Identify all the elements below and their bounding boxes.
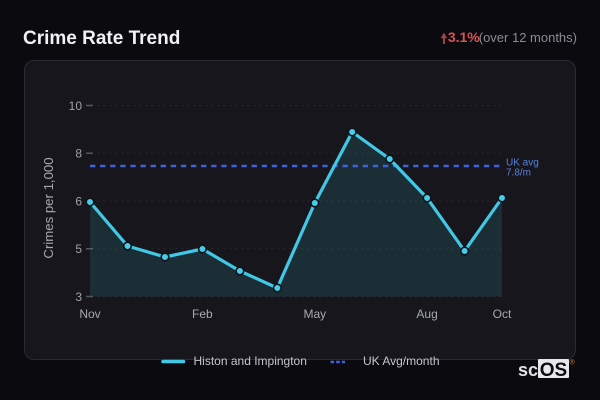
svg-text:3: 3 xyxy=(75,290,82,304)
svg-text:Crimes per 1,000: Crimes per 1,000 xyxy=(41,157,56,258)
svg-text:Oct: Oct xyxy=(493,307,512,321)
svg-text:Aug: Aug xyxy=(416,307,437,321)
svg-text:8: 8 xyxy=(75,147,82,161)
svg-text:6: 6 xyxy=(75,195,82,209)
svg-text:Nov: Nov xyxy=(79,307,100,321)
svg-text:®: ® xyxy=(570,359,576,367)
svg-text:Feb: Feb xyxy=(192,307,213,321)
svg-text:May: May xyxy=(303,307,326,321)
svg-text:OS: OS xyxy=(540,360,567,381)
svg-text:Histon and Impington: Histon and Impington xyxy=(194,354,307,368)
svg-text:UK Avg/month: UK Avg/month xyxy=(363,354,440,368)
svg-text:7.8/m: 7.8/m xyxy=(506,168,531,179)
svg-text:10: 10 xyxy=(69,99,83,113)
svg-text:UK avg: UK avg xyxy=(506,158,539,169)
svg-text:5: 5 xyxy=(75,242,82,256)
svg-text:sc: sc xyxy=(518,360,538,380)
